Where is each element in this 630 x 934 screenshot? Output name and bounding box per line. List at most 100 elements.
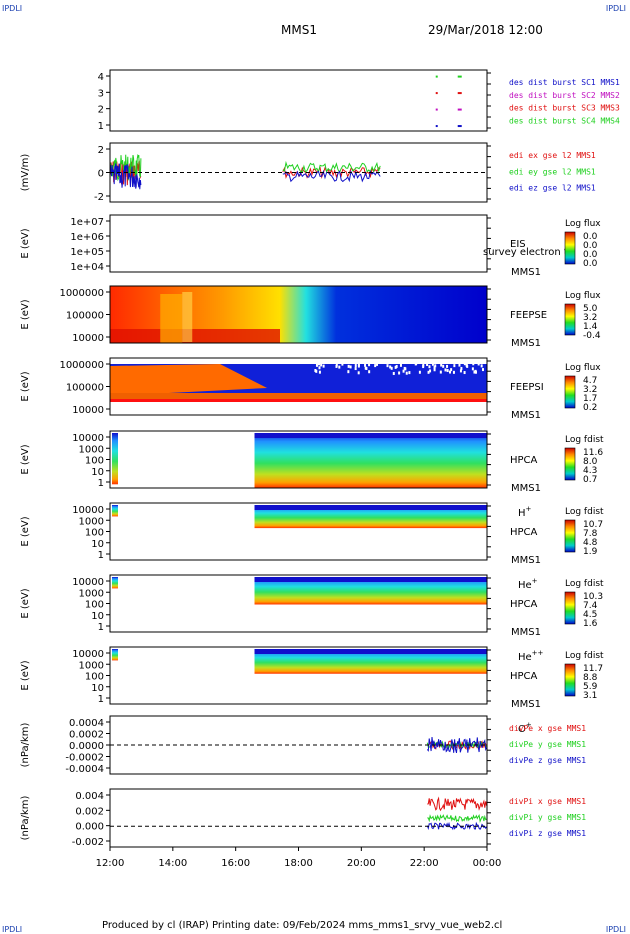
y-tick-label: 10000 (72, 649, 104, 660)
feepsi-gap (318, 370, 321, 374)
hpca-spectrogram (112, 577, 487, 605)
species-label: He+ (518, 577, 538, 591)
legend-entry: des dist burst SC4 MMS4 (509, 116, 620, 125)
feepsi-gap (439, 370, 442, 374)
feepsi-gap (376, 362, 379, 366)
colorbar-title: Log fdist (565, 579, 604, 589)
feepsi-gap (408, 371, 411, 375)
corner-label-bottom-right: IPDLI (605, 925, 626, 934)
y-tick-label: -2 (94, 192, 104, 203)
feepsi-gap (392, 371, 395, 375)
colorbar-title: Log flux (565, 363, 601, 373)
feepsi-gap (338, 365, 341, 369)
hpca-spectrogram (112, 649, 487, 674)
spacecraft-label: MMS1 (511, 410, 541, 421)
legend-entry: divPe x gse MMS1 (509, 724, 586, 733)
species-superscript: + (526, 505, 532, 513)
feepsi-gap (422, 365, 425, 369)
hpca-top-band (254, 577, 487, 582)
legend-entry: divPe z gse MMS1 (509, 756, 586, 765)
y-tick-label: 1e+05 (70, 247, 104, 258)
burst-mark (457, 92, 462, 95)
colorbar-tick-label: 0.7 (583, 475, 597, 485)
feepsi-gap (440, 363, 443, 367)
y-tick-label: 1000 (79, 588, 104, 599)
feepsi-gap (315, 363, 318, 367)
y-tick-label: -0.0002 (65, 753, 104, 764)
feepsi-gap (322, 364, 325, 368)
colorbar-tick-label: 10.3 (583, 592, 603, 602)
y-axis-label: E (eV) (20, 444, 31, 474)
feepsi-gap (354, 364, 357, 368)
y-tick-label: 10 (91, 611, 104, 622)
colorbar-title: Log flux (565, 291, 601, 301)
y-tick-label: 10000 (72, 333, 104, 344)
feepsi-hot-region (110, 364, 268, 396)
y-tick-label: 10000 (72, 405, 104, 416)
colorbar-tick-label: 10.7 (583, 520, 603, 530)
colorbar-tick-label: 11.7 (583, 664, 603, 674)
feepsi-gap (427, 370, 430, 374)
colorbar-tick-label: 1.4 (583, 322, 598, 332)
feepsi-gap (357, 371, 360, 375)
y-tick-label: 0.000 (75, 822, 104, 833)
colorbar-tick-label: -0.4 (583, 331, 601, 341)
colorbar (564, 231, 576, 265)
y-tick-label: 2 (98, 105, 104, 116)
spacecraft-label: MMS1 (511, 338, 541, 349)
species-superscript: + (532, 577, 538, 585)
legend-entry: des dist burst SC3 MMS3 (509, 104, 620, 113)
y-axis-label: E (eV) (20, 660, 31, 690)
y-tick-label: 1e+04 (70, 262, 104, 273)
colorbar-tick-label: 7.4 (583, 601, 598, 611)
feepsi-gap (429, 369, 432, 373)
legend-entry: edi ez gse l2 MMS1 (509, 184, 596, 193)
y-tick-label: 2 (98, 145, 104, 156)
panel-frame (109, 69, 488, 132)
feepsi-gap (347, 364, 350, 368)
y-tick-label: 1 (98, 478, 104, 489)
instrument-label: HPCA (510, 671, 538, 682)
y-tick-label: 1 (98, 121, 104, 132)
feepsi-gap (318, 366, 321, 370)
burst-mark (457, 75, 462, 78)
feepsi-gap (357, 362, 360, 366)
feepsi-band (110, 393, 487, 399)
y-tick-label: -0.002 (72, 837, 104, 848)
y-tick-label: 1e+07 (70, 217, 104, 228)
y-axis-label: E (eV) (20, 516, 31, 546)
feepsi-gap (472, 362, 475, 366)
burst-mark (435, 92, 438, 95)
feepsi-gap (449, 370, 452, 374)
plot-date: 29/Mar/2018 12:00 (428, 23, 543, 37)
y-tick-label: 100000 (66, 311, 104, 322)
instrument-label: FEEPSI (510, 382, 544, 393)
feepsi-gap (389, 365, 392, 369)
y-tick-label: 1000 (79, 660, 104, 671)
colorbar-tick-label: 1.7 (583, 394, 597, 404)
burst-mark (435, 75, 438, 78)
corner-label-bottom-left: IPDLI (2, 925, 23, 934)
hpca-field (254, 433, 487, 488)
feepsi-gap (453, 364, 456, 368)
feepsi-gap (471, 367, 474, 371)
edi-ez-trace (282, 169, 381, 183)
y-axis-label: E (eV) (20, 299, 31, 329)
feepsi-gap (450, 368, 453, 372)
burst-mark (457, 125, 462, 128)
feepsi-gap (349, 365, 352, 369)
y-tick-label: 1000000 (59, 360, 104, 371)
legend-entry: edi ey gse l2 MMS1 (509, 167, 596, 176)
y-tick-label: 10000 (72, 505, 104, 516)
feepsi-gap (402, 369, 405, 373)
y-tick-label: 10 (91, 683, 104, 694)
x-tick-label: 22:00 (410, 858, 439, 869)
colorbar-tick-label: 1.9 (583, 547, 598, 557)
y-tick-label: 100 (85, 672, 104, 683)
feepsi-gap (426, 362, 429, 366)
y-tick-label: 1000 (79, 516, 104, 527)
y-tick-label: 1 (98, 622, 104, 633)
hpca-early-burst (112, 505, 118, 517)
colorbar-tick-label: 0.2 (583, 403, 597, 413)
feepsi-gap (405, 371, 408, 375)
